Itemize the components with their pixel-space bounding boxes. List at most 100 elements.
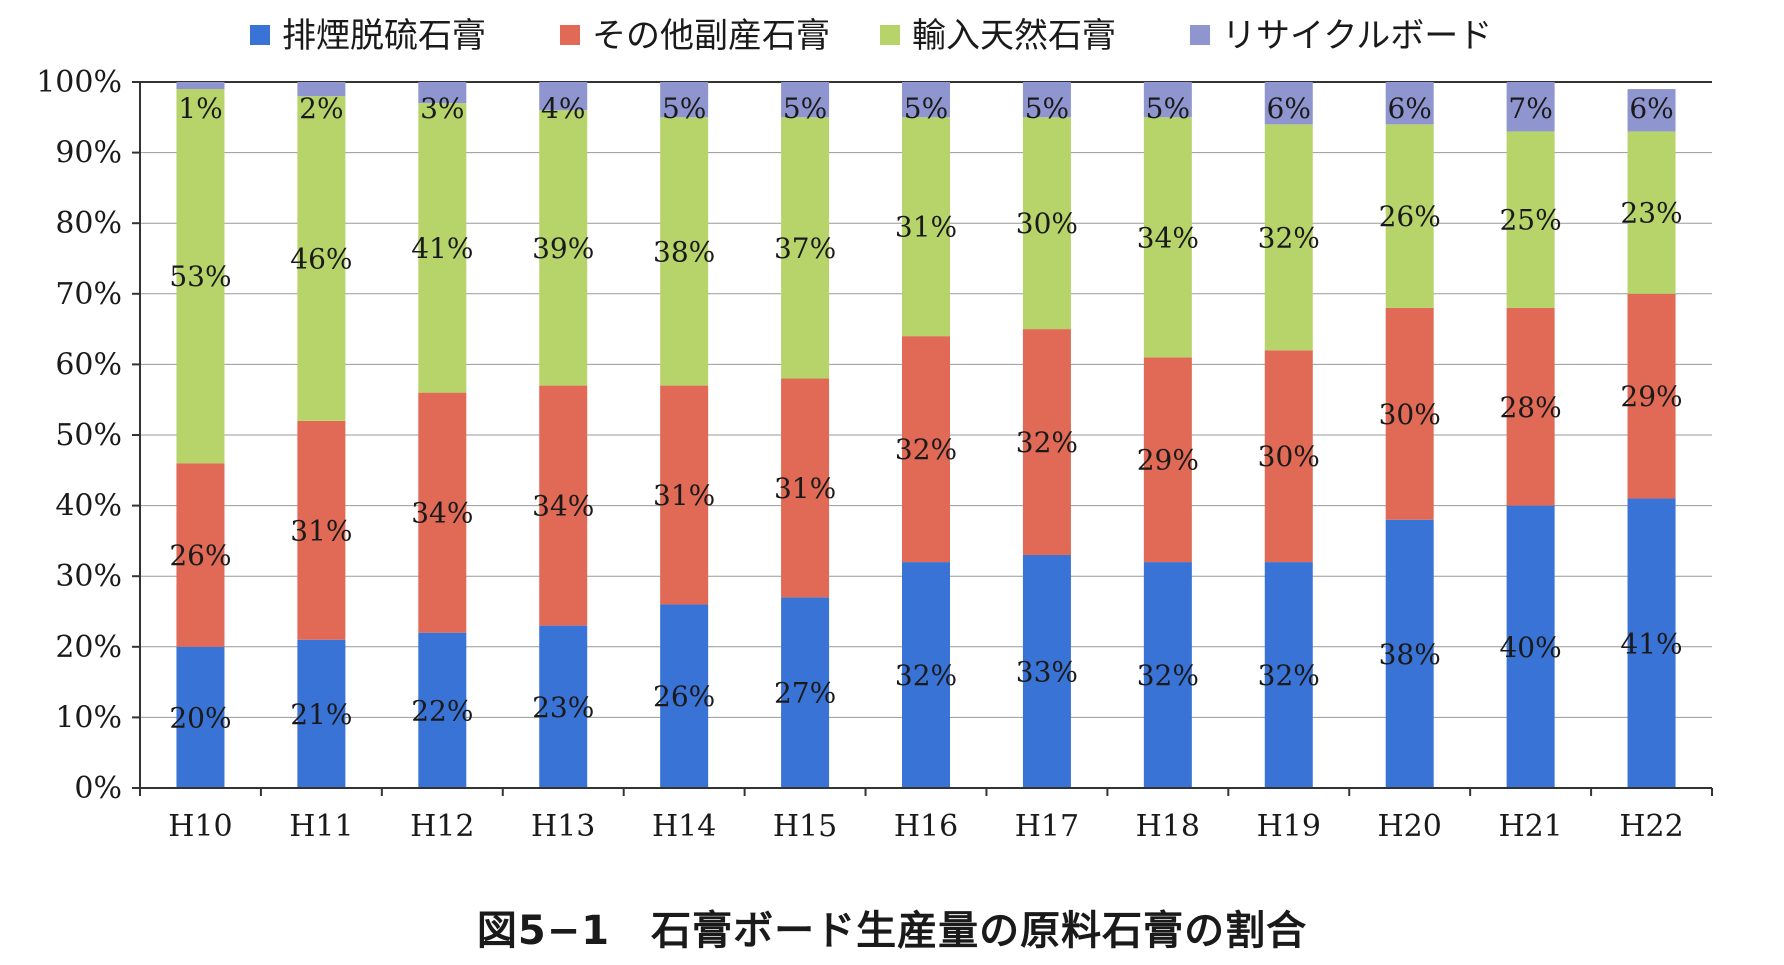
data-label: 4% <box>541 92 585 125</box>
bar-segment <box>781 117 830 379</box>
data-label: 6% <box>1629 92 1673 125</box>
bar-segment <box>297 639 346 788</box>
data-label: 32% <box>895 659 957 692</box>
data-label: 34% <box>532 490 594 523</box>
bars <box>176 82 1676 788</box>
bar-segment <box>1022 329 1071 556</box>
bar-segment <box>176 82 225 90</box>
bar-segment <box>781 378 830 598</box>
data-label: 5% <box>1146 92 1190 125</box>
data-label: 5% <box>1025 92 1069 125</box>
bar-segment <box>1627 131 1676 294</box>
data-label: 32% <box>1258 221 1320 254</box>
x-tick-label: H18 <box>1136 809 1200 844</box>
bar-segment <box>1143 82 1192 118</box>
data-label: 41% <box>1620 627 1682 660</box>
data-label: 5% <box>783 92 827 125</box>
data-label: 2% <box>299 92 343 125</box>
data-label: 25% <box>1499 204 1561 237</box>
data-label: 34% <box>411 497 473 530</box>
bar-segment <box>297 96 346 421</box>
data-label: 28% <box>1499 391 1561 424</box>
data-label: 37% <box>774 232 836 265</box>
legend-label: 排煙脱硫石膏 <box>282 16 486 56</box>
bar-segment <box>781 82 830 118</box>
data-label: 33% <box>1016 656 1078 689</box>
data-label: 26% <box>1379 200 1441 233</box>
bar-segment <box>418 392 467 633</box>
data-label: 7% <box>1508 92 1552 125</box>
bar-segment <box>660 604 709 788</box>
data-label: 39% <box>532 232 594 265</box>
data-label: 32% <box>1016 426 1078 459</box>
data-label: 29% <box>1620 380 1682 413</box>
data-label: 31% <box>653 479 715 512</box>
bar-segment <box>176 646 225 788</box>
bar-segment <box>1627 89 1676 132</box>
x-axis: H10 H11 H12 H13 H14 H15 H16 H17 H18 H19 H20 H21 H22 <box>139 787 1713 844</box>
data-label: 53% <box>169 260 231 293</box>
data-label: 31% <box>290 514 352 547</box>
data-label: 46% <box>290 243 352 276</box>
data-label: 6% <box>1387 92 1431 125</box>
bar-segment <box>781 597 830 788</box>
x-tick-label: H21 <box>1498 809 1562 844</box>
data-label: 23% <box>532 691 594 724</box>
data-label: 31% <box>895 211 957 244</box>
x-tick-label: H20 <box>1378 809 1442 844</box>
bar-segment <box>1506 131 1555 308</box>
data-label: 30% <box>1379 398 1441 431</box>
x-tick-label: H10 <box>168 809 232 844</box>
y-tick-label: 40% <box>55 489 122 524</box>
x-tick-label: H14 <box>652 809 716 844</box>
legend-swatch <box>560 25 580 45</box>
bar-segment <box>902 82 950 118</box>
data-labels: 20% 26% 53% 1% 21% 31% 46% 2% 22% 34% 41% 3% 23% 34% 3… <box>169 92 1682 734</box>
x-tick-label: H19 <box>1257 809 1321 844</box>
bar-segment <box>1022 555 1071 788</box>
data-label: 3% <box>420 92 464 125</box>
y-axis: 0% 10% 20% 30% 40% 50% 60% 70% 80% 90% 100% <box>36 65 141 806</box>
data-label: 22% <box>411 694 473 727</box>
bar-segment <box>1385 307 1434 520</box>
bar-segment <box>418 632 467 788</box>
data-label: 26% <box>169 539 231 572</box>
bar-segment <box>297 420 346 640</box>
data-label: 32% <box>895 433 957 466</box>
data-label: 30% <box>1016 207 1078 240</box>
bar-segment <box>1506 307 1555 506</box>
bar-segment <box>1143 117 1192 358</box>
data-label: 29% <box>1137 444 1199 477</box>
bar-segment <box>539 82 588 111</box>
data-label: 32% <box>1137 659 1199 692</box>
bar-segment <box>1264 82 1313 125</box>
data-label: 34% <box>1137 221 1199 254</box>
bar-segment <box>1264 350 1313 563</box>
y-tick-label: 0% <box>74 771 122 806</box>
x-tick-label: H17 <box>1015 809 1079 844</box>
x-tick-label: H11 <box>289 809 353 844</box>
bar-segment <box>176 89 225 464</box>
bar-segment <box>1143 562 1192 788</box>
bar-segment <box>902 117 950 337</box>
bar-segment <box>539 110 588 386</box>
bar-segment <box>1264 562 1313 788</box>
bar-segment <box>1022 82 1071 118</box>
y-tick-label: 90% <box>55 136 122 171</box>
data-label: 23% <box>1620 197 1682 230</box>
data-label: 30% <box>1258 440 1320 473</box>
bar-segment <box>418 82 467 104</box>
x-tick-label: H16 <box>894 809 958 844</box>
data-label: 38% <box>1379 638 1441 671</box>
bar-segment <box>1506 82 1555 132</box>
data-label: 5% <box>904 92 948 125</box>
bar-segment <box>1385 124 1434 308</box>
x-tick-label: H12 <box>410 809 474 844</box>
y-tick-label: 10% <box>55 700 122 735</box>
bar-segment <box>176 463 225 647</box>
bar-segment <box>539 385 588 626</box>
y-tick-label: 20% <box>55 630 122 665</box>
legend-swatch <box>1190 25 1210 45</box>
legend-label: 輸入天然石膏 <box>912 16 1116 56</box>
